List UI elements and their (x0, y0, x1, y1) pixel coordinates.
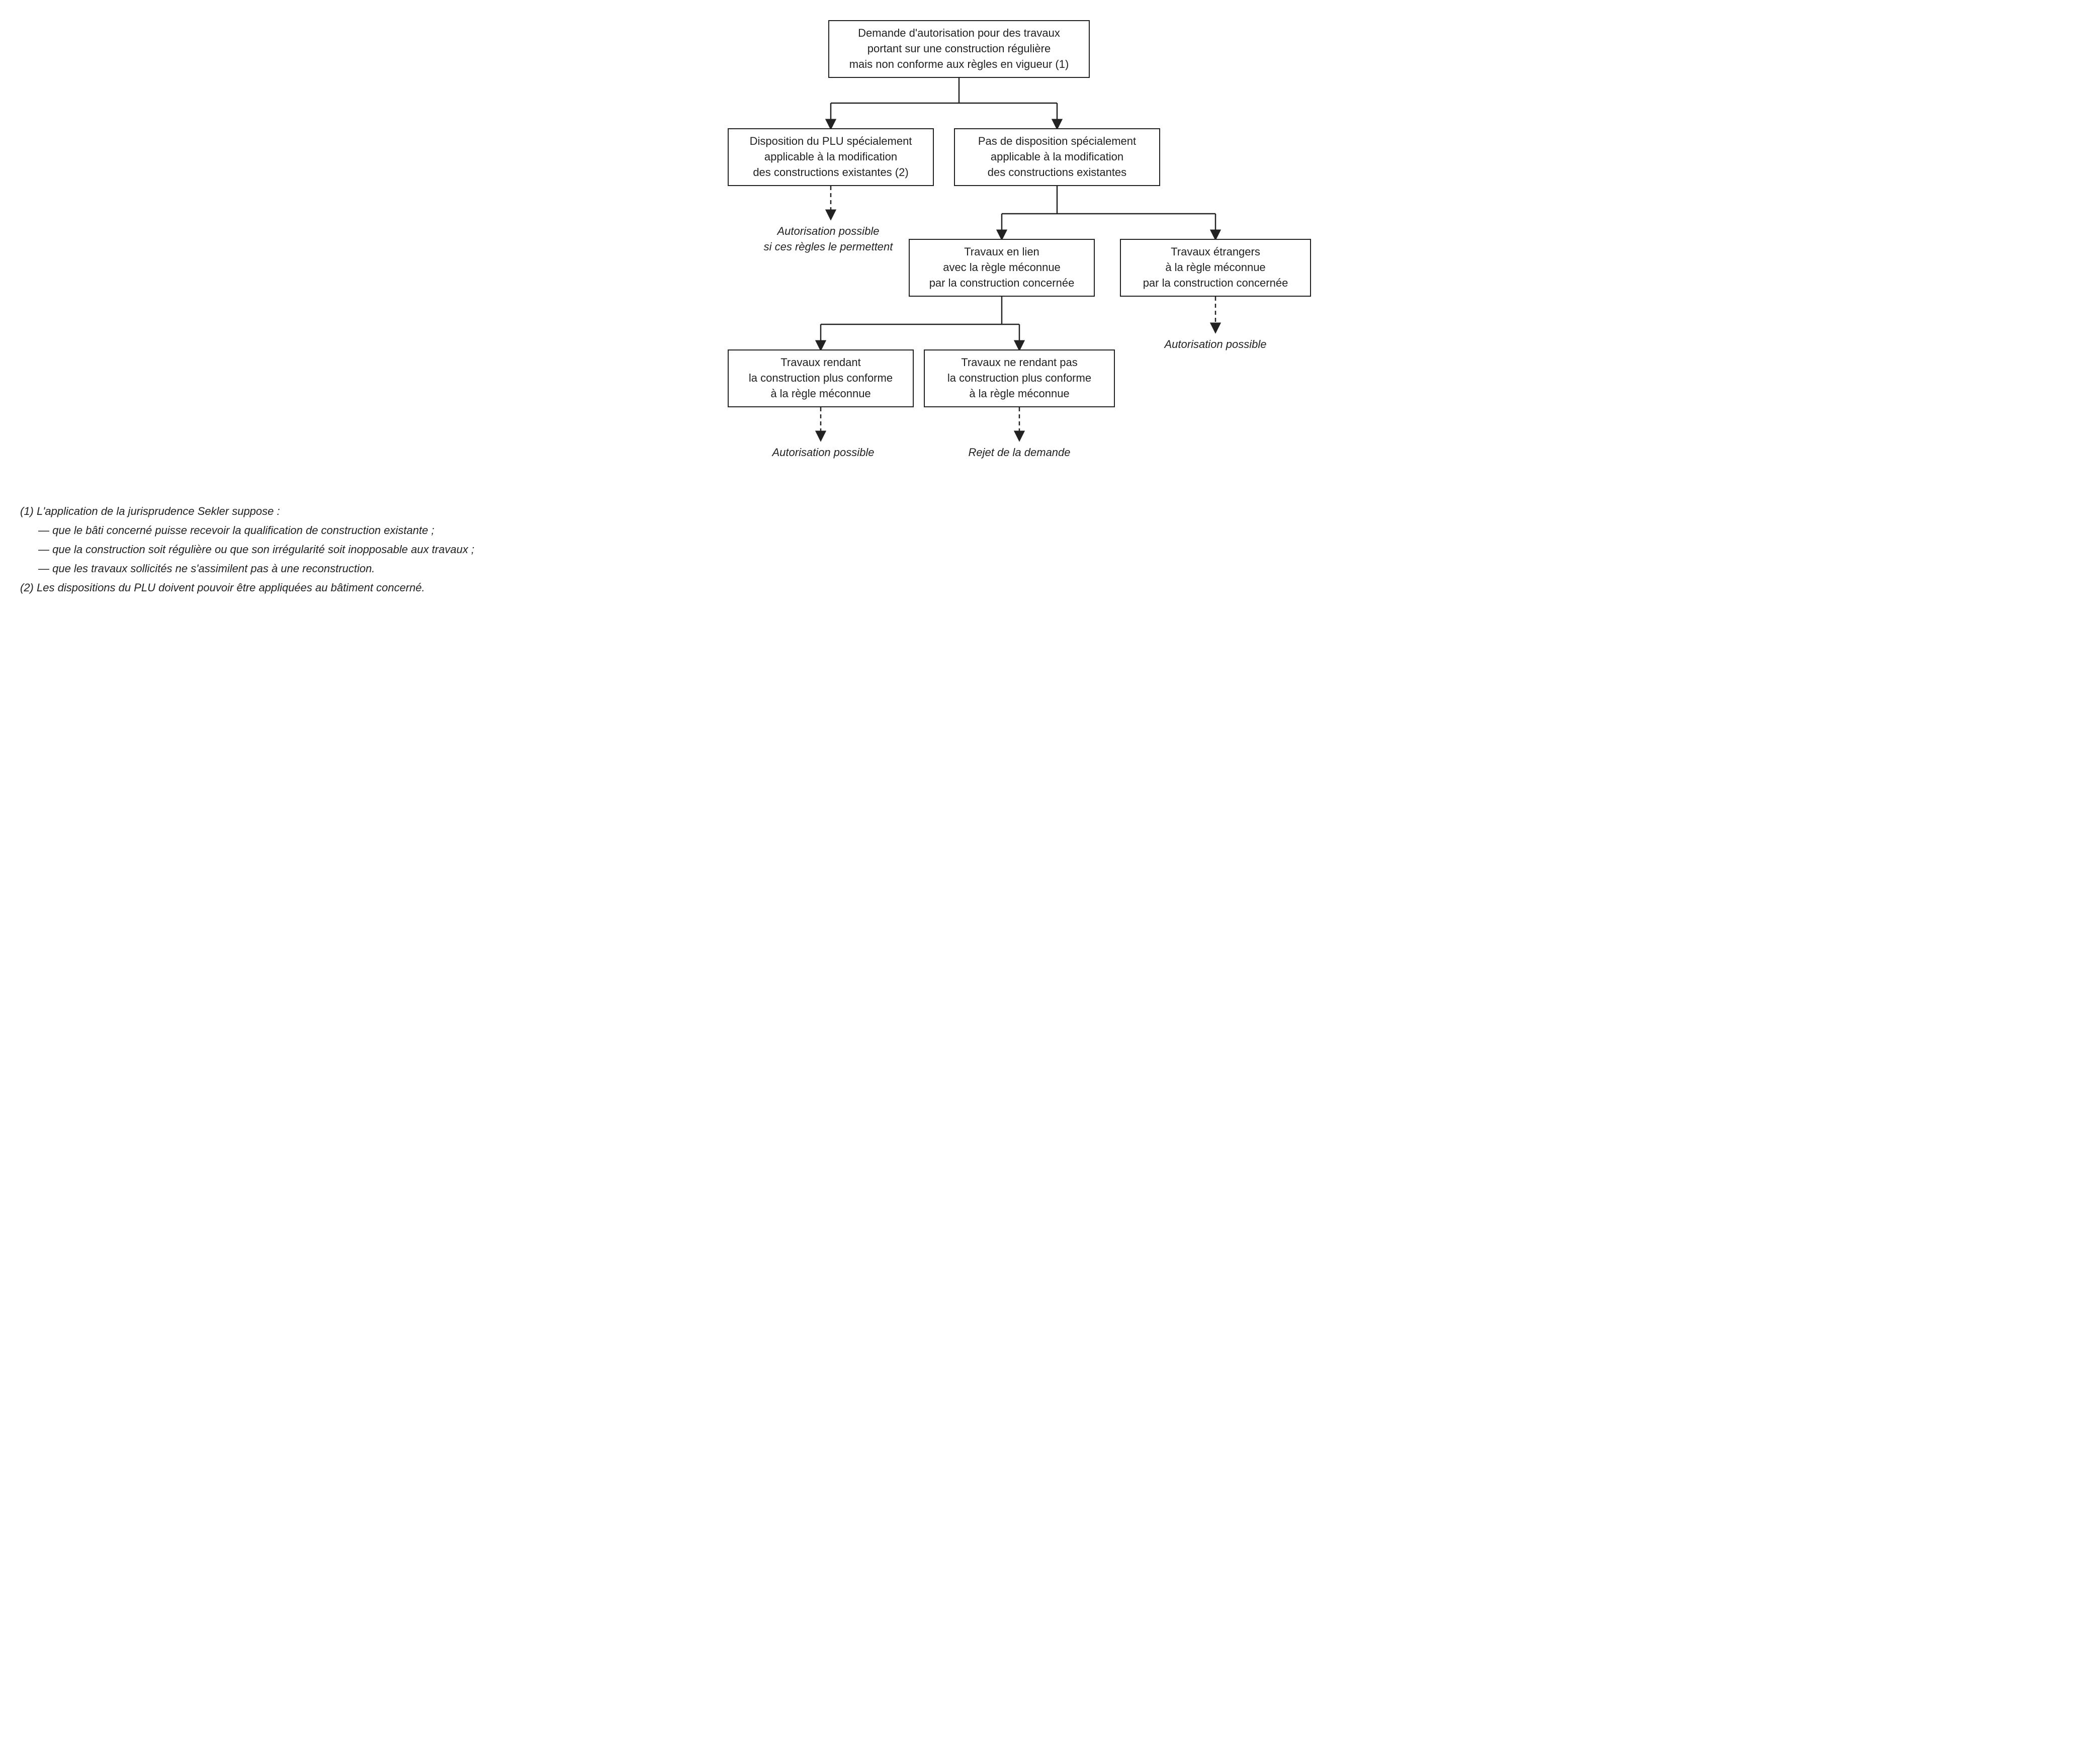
node-plu-no: Pas de disposition spécialementapplicabl… (954, 128, 1160, 186)
footnote-1-item-3: — que les travaux sollicités ne s'assimi… (38, 560, 2069, 577)
node-more-conform: Travaux rendantla construction plus conf… (728, 349, 914, 407)
outcome-plu-yes: Autorisation possiblesi ces règles le pe… (748, 224, 909, 255)
footnote-1-item-2: — que la construction soit régulière ou … (38, 541, 2069, 558)
outcome-not-conform: Rejet de la demande (964, 445, 1075, 461)
footnote-1-intro: (1) L'application de la jurisprudence Se… (20, 503, 2069, 520)
outcome-foreign: Autorisation possible (1155, 337, 1276, 352)
node-foreign: Travaux étrangersà la règle méconnuepar … (1120, 239, 1311, 297)
node-linked: Travaux en lienavec la règle méconnuepar… (909, 239, 1095, 297)
footnote-2: (2) Les dispositions du PLU doivent pouv… (20, 579, 2069, 596)
outcome-more-conform: Autorisation possible (763, 445, 884, 461)
node-plu-yes: Disposition du PLU spécialementapplicabl… (728, 128, 934, 186)
footnote-1-item-1: — que le bâti concerné puisse recevoir l… (38, 522, 2069, 539)
node-root: Demande d'autorisation pour des travauxp… (828, 20, 1090, 78)
node-not-conform: Travaux ne rendant pasla construction pl… (924, 349, 1115, 407)
footnotes: (1) L'application de la jurisprudence Se… (20, 503, 2069, 596)
